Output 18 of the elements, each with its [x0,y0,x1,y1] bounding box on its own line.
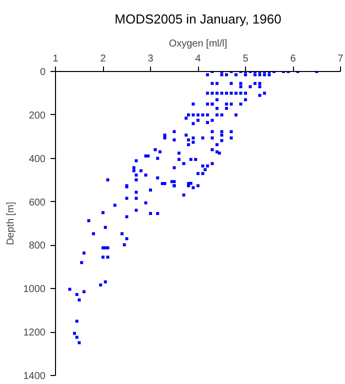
x-axis-title: Oxygen [ml/l] [168,38,228,50]
y-tick-label: 1400 [23,371,46,382]
y-tick-label: 400 [28,154,46,165]
x-tick-label: 5 [242,54,249,64]
x-tick-label: 3 [148,54,154,64]
y-tick-label: 600 [28,197,46,208]
chart-title: MODS2005 in January, 1960 [114,12,282,26]
x-tick-label: 1 [52,54,59,64]
y-tick-label: 0 [40,67,46,78]
x-tick-label: 4 [195,54,202,64]
x-tick-label: 2 [100,54,106,64]
y-tick-label: 1200 [23,328,46,339]
y-tick-label: 1000 [23,284,46,296]
x-tick-label: 6 [290,54,296,64]
y-tick-label: 200 [28,110,46,122]
y-tick-label: 800 [28,240,46,252]
x-tick-label: 7 [338,54,344,64]
y-axis-title: Depth [m] [5,202,16,246]
